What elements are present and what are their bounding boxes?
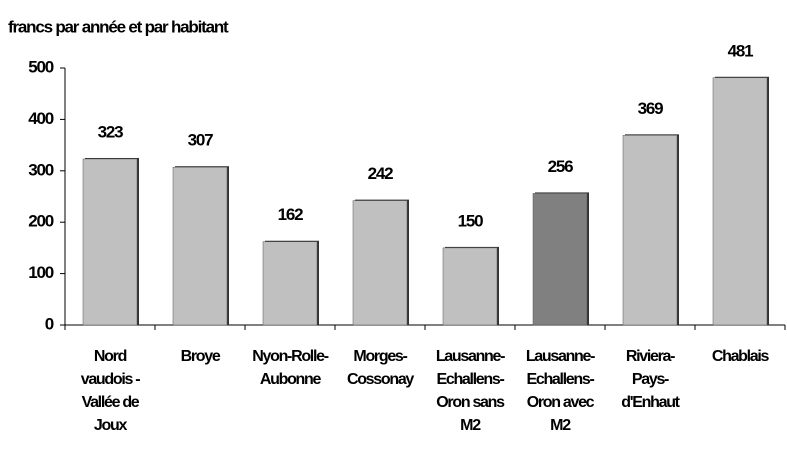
value-label: 481	[728, 41, 754, 60]
value-label: 150	[458, 211, 484, 230]
value-label: 162	[278, 205, 304, 224]
value-label: 256	[548, 157, 574, 176]
y-tick-label: 300	[28, 160, 54, 179]
bar	[262, 241, 318, 326]
bar	[442, 247, 498, 326]
bar	[172, 166, 228, 326]
value-label: 307	[188, 131, 214, 150]
x-tick-label: Nord vaudois - Vallée de Joux	[80, 348, 141, 434]
x-tick-label: Nyon-Rolle-Aubonne	[252, 348, 329, 388]
x-tick-label: Morges-Cossonay	[346, 348, 414, 388]
y-tick-label: 400	[28, 109, 54, 128]
axis-title: francs par année et par habitant	[8, 17, 229, 36]
x-tick-label: Chablais	[711, 348, 770, 365]
x-tick-label: Lausanne-Echallens-Oron sans M2	[435, 348, 506, 434]
value-label: 323	[98, 122, 124, 141]
y-tick-label: 200	[28, 212, 54, 231]
x-tick-label: Riviera-Pays-d'Enhaut	[621, 348, 680, 411]
bar	[622, 135, 678, 326]
value-label: 242	[368, 164, 394, 183]
bar	[712, 77, 768, 326]
y-tick-label: 100	[28, 263, 54, 282]
value-label: 369	[638, 99, 664, 118]
bar	[82, 158, 138, 326]
y-tick-label: 0	[45, 314, 54, 333]
y-tick-label: 500	[28, 57, 54, 76]
bar	[532, 193, 588, 326]
bar	[352, 200, 408, 326]
x-tick-label: Lausanne-Echallens-Oron avec M2	[525, 348, 596, 434]
x-tick-label: Broye	[180, 348, 221, 365]
